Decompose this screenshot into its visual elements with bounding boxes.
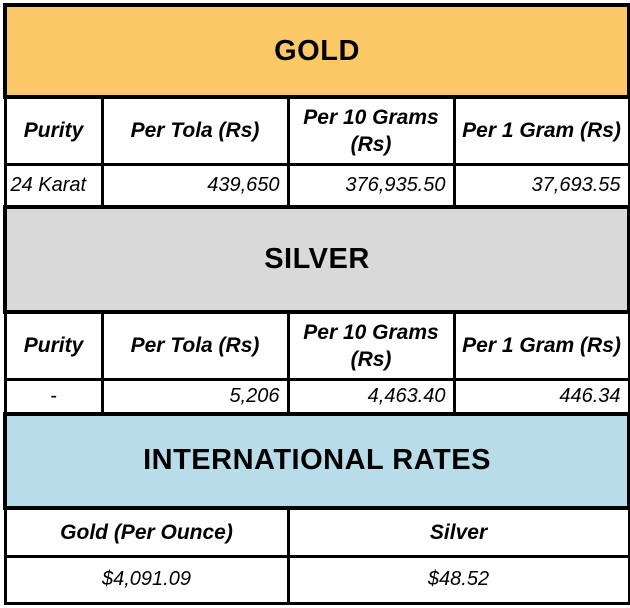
silver-per-10-grams-value: 4,463.40 — [286, 377, 456, 416]
silver-section-banner: SILVER — [2, 205, 630, 315]
gold-purity-value: 24 Karat — [3, 162, 104, 209]
international-data-row: $4,091.09 $48.52 — [3, 554, 630, 606]
silver-per-tola-value: 5,206 — [100, 377, 290, 416]
gold-col-header-purity: Purity — [3, 95, 104, 166]
gold-col-header-per-tola: Per Tola (Rs) — [100, 95, 290, 166]
gold-per-tola-value: 439,650 — [100, 162, 290, 209]
silver-purity-value: - — [3, 377, 104, 416]
intl-col-header-silver: Silver — [286, 506, 630, 558]
silver-col-header-per-tola: Per Tola (Rs) — [100, 310, 290, 381]
intl-silver-value: $48.52 — [286, 554, 630, 606]
silver-col-header-per-1-gram: Per 1 Gram (Rs) — [452, 310, 630, 381]
intl-col-header-gold-per-ounce: Gold (Per Ounce) — [3, 506, 290, 558]
gold-col-header-per-1-gram: Per 1 Gram (Rs) — [452, 95, 630, 166]
gold-col-header-per-10-grams: Per 10 Grams (Rs) — [286, 95, 456, 166]
silver-col-header-purity: Purity — [3, 310, 104, 381]
gold-per-10-grams-value: 376,935.50 — [286, 162, 456, 209]
silver-per-1-gram-value: 446.34 — [452, 377, 630, 416]
intl-gold-per-ounce-value: $4,091.09 — [3, 554, 290, 606]
gold-per-1-gram-value: 37,693.55 — [452, 162, 630, 209]
international-rates-banner: INTERNATIONAL RATES — [2, 411, 630, 511]
silver-data-row: - 5,206 4,463.40 446.34 — [3, 377, 630, 416]
gold-section-banner: GOLD — [2, 2, 630, 100]
gold-data-row: 24 Karat 439,650 376,935.50 37,693.55 — [3, 162, 630, 209]
silver-col-header-per-10-grams: Per 10 Grams (Rs) — [286, 310, 456, 381]
